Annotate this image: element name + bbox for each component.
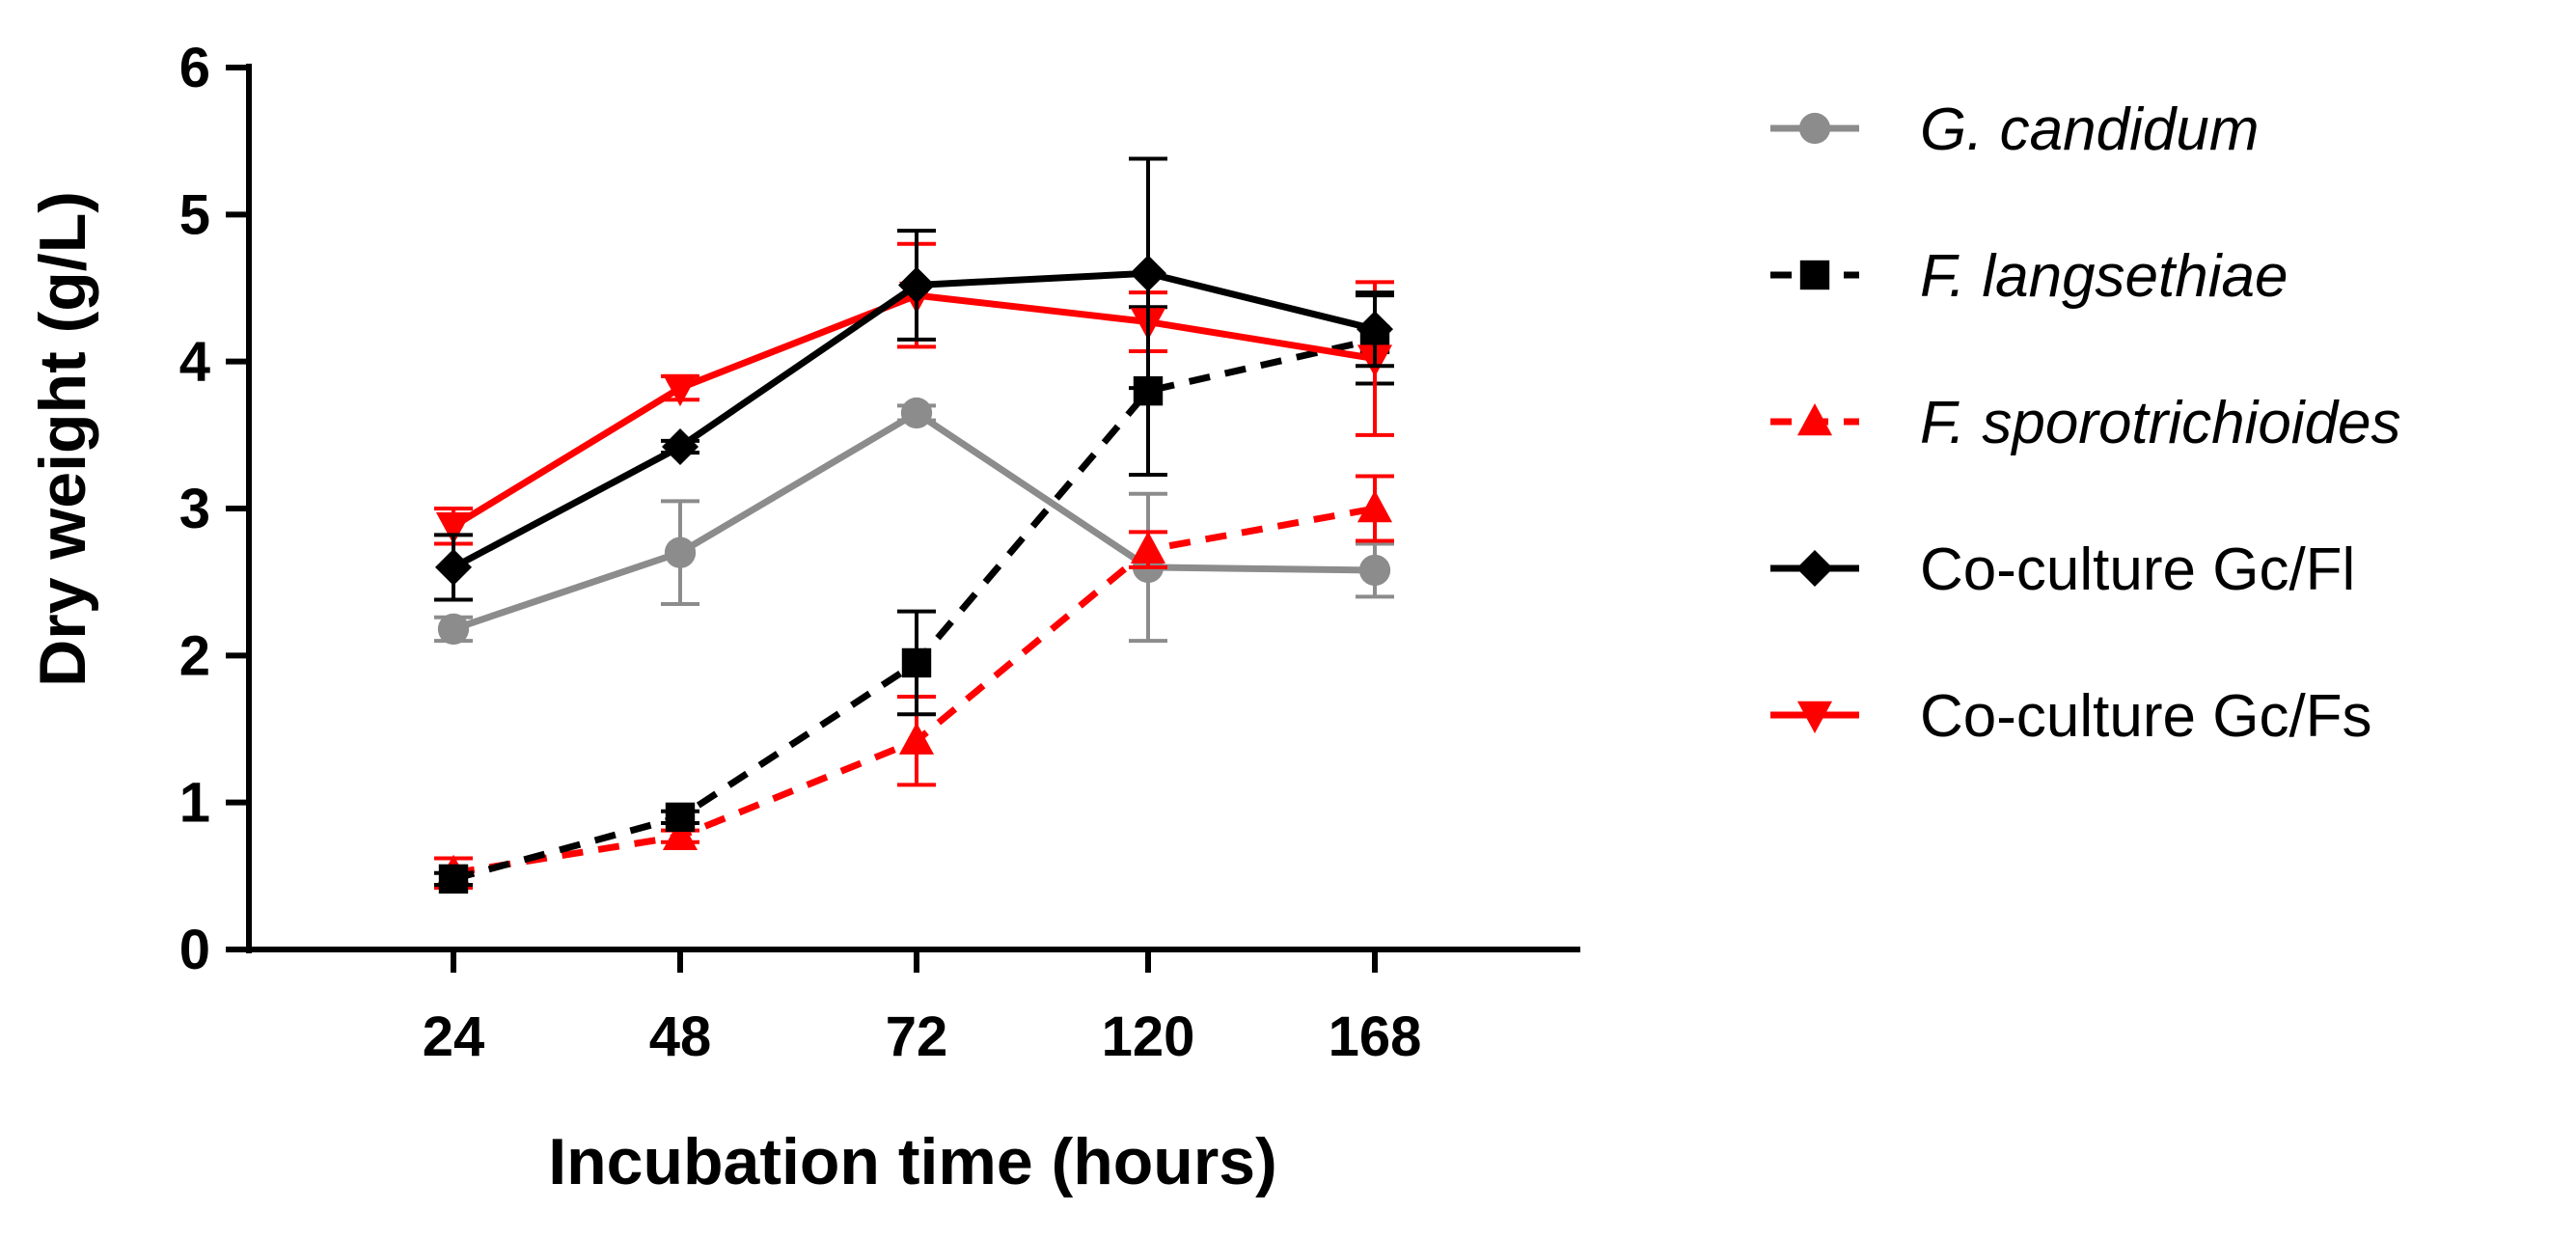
data-point [898,722,935,755]
legend-label: F. sporotrichioides [1920,390,2401,456]
y-tick-label: 4 [179,331,210,394]
legend-item-co-culture-gc-fs: Co-culture Gc/Fs [1770,683,2372,750]
data-point [662,817,699,850]
data-point [900,397,933,429]
series-co-culture-gc-fl [434,156,1394,602]
series-line [452,505,1376,877]
y-tick-label: 0 [179,919,210,981]
legend-marker [1799,260,1830,290]
data-point [1357,311,1393,348]
legend-marker [1796,403,1833,436]
series-layer [434,156,1394,894]
legend-item-f-langsethiae: F. langsethiae [1770,243,2288,310]
x-tick-label: 48 [649,1005,712,1068]
legend: G. candidum F. langsethiae F. sporotrichio… [1770,96,2401,750]
y-axis-label: Dry weight (g/L) [26,191,99,687]
legend-label: F. langsethiae [1920,243,2288,310]
data-point [1130,255,1166,292]
legend-label: Co-culture Gc/Fl [1920,536,2355,603]
data-point [898,266,935,304]
legend-marker [1796,701,1833,733]
x-tick-label: 24 [423,1005,485,1068]
axes: 0 1 2 3 4 5 6 24 48 72 120 168 [179,37,1580,1068]
series-g-candidum [434,397,1394,646]
x-axis-label: Incubation time (hours) [548,1125,1277,1198]
y-tick-label: 2 [179,624,210,687]
legend-marker [1798,112,1831,145]
data-point [1357,490,1393,523]
data-point [438,864,469,894]
x-tick-label: 120 [1102,1005,1195,1068]
data-point [664,536,697,568]
data-point [435,512,472,545]
series-f-sporotrichioides [434,474,1394,891]
data-point [435,548,472,586]
y-tick-label: 1 [179,772,210,835]
data-point [1358,554,1391,587]
legend-item-f-sporotrichioides: F. sporotrichioides [1770,390,2401,456]
data-point [901,647,932,678]
legend-item-co-culture-gc-fl: Co-culture Gc/Fl [1770,536,2355,603]
legend-label: G. candidum [1920,96,2260,163]
data-point [662,428,699,466]
legend-label: Co-culture Gc/Fs [1920,683,2372,750]
data-point [662,373,699,407]
legend-marker [1796,550,1833,587]
data-point [665,802,696,833]
data-point [1130,531,1166,564]
y-tick-label: 5 [179,183,210,246]
series-f-langsethiae [434,293,1394,894]
data-point [437,613,470,646]
legend-item-g-candidum: G. candidum [1770,96,2260,163]
x-tick-label: 72 [886,1005,948,1068]
y-tick-label: 6 [179,37,210,99]
y-tick-label: 3 [179,478,210,540]
x-tick-label: 168 [1329,1005,1422,1068]
